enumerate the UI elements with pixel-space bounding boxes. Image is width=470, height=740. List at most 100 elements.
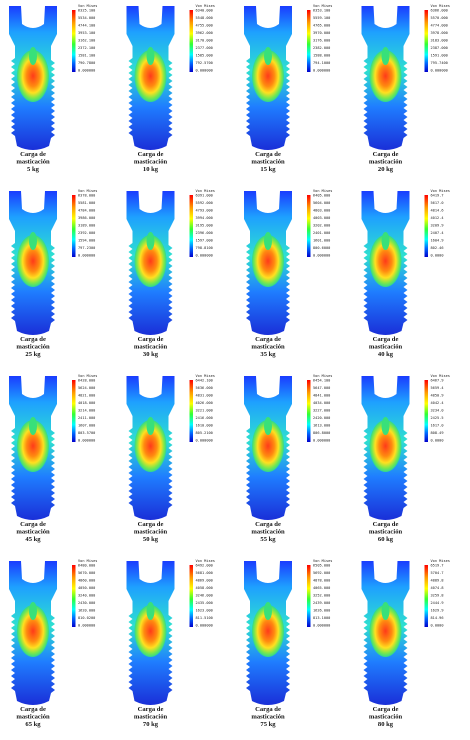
panel: Von Mises6325.1005534.0004744.1003953.10… xyxy=(9,4,97,173)
panel: Von Mises6442.1005636.0004831.0004026.00… xyxy=(127,374,215,543)
legend-label: 3252.000 xyxy=(313,594,330,598)
legend-label: 6467.9 xyxy=(431,379,444,383)
implant-image xyxy=(127,561,175,705)
legend-label: 0.000000 xyxy=(313,69,330,73)
implant-image xyxy=(9,6,57,150)
legend-label: 811.5100 xyxy=(196,616,213,620)
legend-label: 0.000000 xyxy=(431,69,448,73)
caption-line: 35 kg xyxy=(260,351,276,358)
colorbar xyxy=(72,10,76,72)
legend-title: Von Mises xyxy=(196,559,215,563)
caption-line: 60 kg xyxy=(378,536,394,543)
implant-image xyxy=(362,376,410,520)
implant-image xyxy=(362,191,410,335)
colorbar xyxy=(190,195,194,257)
legend-title: Von Mises xyxy=(196,374,215,378)
legend-label: 3202.000 xyxy=(313,224,330,228)
legend-label: 813.1000 xyxy=(313,616,330,620)
implant-image xyxy=(244,376,292,520)
legend-label: 0.000000 xyxy=(78,624,95,628)
caption-line: 80 kg xyxy=(378,721,394,728)
legend-label: 6391.000 xyxy=(196,194,213,198)
legend-label: 0.000000 xyxy=(313,624,330,628)
legend-label: 6505.000 xyxy=(313,564,330,568)
caption-line: masticación xyxy=(369,714,403,721)
panel: Von Mises6454.1005647.0004841.0004034.00… xyxy=(244,374,332,543)
legend-title: Von Mises xyxy=(431,374,450,378)
legend-label: 0.000000 xyxy=(78,254,95,258)
implant-image xyxy=(244,191,292,335)
legend-label: 6454.100 xyxy=(313,379,330,383)
legend-label: 4889.8 xyxy=(431,579,444,583)
legend-label: 5659.4 xyxy=(431,386,444,390)
legend-label: 4050.000 xyxy=(78,586,95,590)
caption-line: masticación xyxy=(16,159,50,166)
implant-image xyxy=(362,6,410,150)
legend-label: 2411.000 xyxy=(78,416,95,420)
caption-line: masticación xyxy=(134,529,168,536)
legend-label: 792.5700 xyxy=(196,61,213,65)
caption-line: 10 kg xyxy=(143,166,159,173)
page: Von Mises6325.1005534.0004744.1003953.10… xyxy=(0,0,470,740)
caption-line: Carga de xyxy=(255,521,281,528)
legend-title: Von Mises xyxy=(431,4,450,8)
implant-image xyxy=(244,6,292,150)
legend-label: 3246.000 xyxy=(196,594,213,598)
legend-label: 6442.100 xyxy=(196,379,213,383)
colorbar xyxy=(307,565,311,627)
caption-line: masticación xyxy=(251,714,285,721)
legend-label: 2407.4 xyxy=(431,231,444,235)
legend-label: 797.2300 xyxy=(78,246,95,250)
legend-label: 4784.000 xyxy=(78,209,95,213)
legend-label: 3970.000 xyxy=(313,31,330,35)
colorbar xyxy=(307,195,311,257)
caption-line: masticación xyxy=(134,159,168,166)
legend-label: 4803.000 xyxy=(313,209,330,213)
legend-label: 3170.000 xyxy=(196,39,213,43)
legend-label: 4074.8 xyxy=(431,586,444,590)
legend-label: 0.000000 xyxy=(313,439,330,443)
caption-line: masticación xyxy=(251,529,285,536)
legend-title: Von Mises xyxy=(78,374,97,378)
legend-label: 3259.8 xyxy=(431,594,444,598)
legend-label: 2435.000 xyxy=(196,601,213,605)
legend-label: 4814.6 xyxy=(431,209,444,213)
colorbar xyxy=(425,195,429,257)
legend-label: 3240.000 xyxy=(78,594,95,598)
legend-label: 5670.000 xyxy=(78,571,95,575)
legend-label: 3162.100 xyxy=(78,39,95,43)
legend-label: 2439.000 xyxy=(313,601,330,605)
legend-label: 4869.000 xyxy=(196,579,213,583)
legend-label: 6340.000 xyxy=(196,9,213,13)
caption-line: 20 kg xyxy=(378,166,394,173)
caption-line: masticación xyxy=(369,159,403,166)
legend-label: 3209.9 xyxy=(431,224,444,228)
colorbar xyxy=(190,10,194,72)
caption-line: 45 kg xyxy=(25,536,41,543)
legend-title: Von Mises xyxy=(313,189,332,193)
legend-label: 0.000000 xyxy=(196,69,213,73)
panel: Von Mises6405.0005604.0004803.0004003.00… xyxy=(244,189,332,358)
legend-label: 6353.100 xyxy=(313,9,330,13)
legend-label: 802.46 xyxy=(431,246,444,250)
legend-label: 3986.000 xyxy=(78,216,95,220)
colorbar xyxy=(307,380,311,442)
legend-label: 4860.000 xyxy=(78,579,95,583)
legend-label: 4012.4 xyxy=(431,216,444,220)
caption-line: Carga de xyxy=(373,521,399,528)
legend-label: 4878.000 xyxy=(313,579,330,583)
caption-line: 70 kg xyxy=(143,721,159,728)
caption-line: 5 kg xyxy=(27,166,40,173)
legend-label: 5647.000 xyxy=(313,386,330,390)
legend-label: 4034.000 xyxy=(313,401,330,405)
caption-line: masticación xyxy=(134,714,168,721)
caption-line: 55 kg xyxy=(260,536,276,543)
legend-title: Von Mises xyxy=(431,559,450,563)
legend-label: 1617.0 xyxy=(431,424,444,428)
legend-label: 3978.000 xyxy=(431,31,448,35)
legend-label: 2372.100 xyxy=(78,46,95,50)
legend-label: 1610.000 xyxy=(196,424,213,428)
legend-label: 794.1000 xyxy=(313,61,330,65)
legend-label: 4042.4 xyxy=(431,401,444,405)
legend-label: 805.2100 xyxy=(196,431,213,435)
